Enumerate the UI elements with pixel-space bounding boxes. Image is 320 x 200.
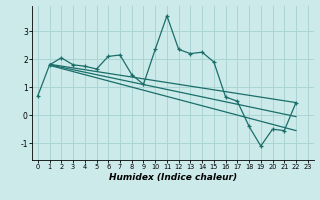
- X-axis label: Humidex (Indice chaleur): Humidex (Indice chaleur): [109, 173, 237, 182]
